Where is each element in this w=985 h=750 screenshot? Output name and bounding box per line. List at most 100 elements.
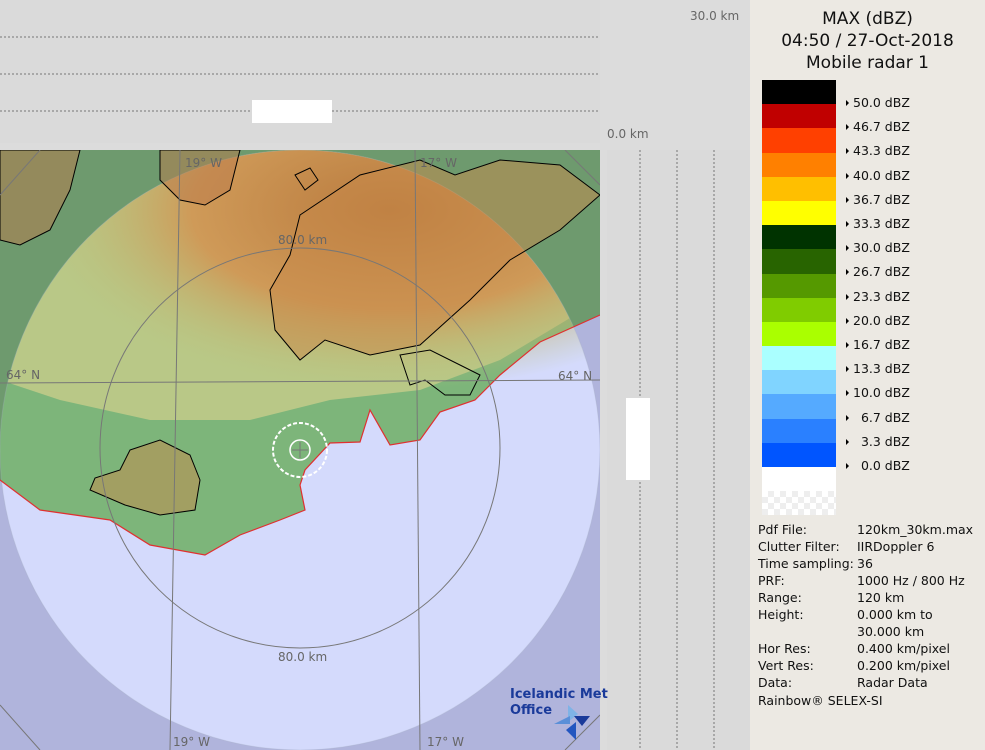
logo: Icelandic Met Office bbox=[510, 687, 608, 719]
product-info: Pdf File: 120km_30km.max Clutter Filter: II… bbox=[758, 521, 973, 709]
info-value: IIRDoppler 6 bbox=[857, 539, 935, 554]
info-key: Vert Res: bbox=[758, 658, 814, 673]
info-key: Pdf File: bbox=[758, 522, 807, 537]
echo-profile bbox=[252, 100, 332, 123]
info-row: Data: Radar Data bbox=[758, 674, 973, 691]
legend-swatch bbox=[762, 297, 836, 322]
legend-label: 30.0 dBZ bbox=[846, 240, 910, 255]
lat-label-right: 64° N bbox=[558, 369, 593, 383]
legend-label: 16.7 dBZ bbox=[846, 337, 910, 352]
meridian-17w bbox=[414, 150, 421, 750]
info-row: Range: 120 km bbox=[758, 589, 973, 606]
color-legend: 50.0 dBZ 46.7 dBZ 43.3 dBZ 40.0 dBZ 36.7 dBZ… bbox=[762, 80, 910, 515]
legend-swatch bbox=[762, 442, 836, 467]
legend-swatch bbox=[762, 370, 836, 395]
radar-site-icon bbox=[289, 439, 311, 461]
footer-credit: Rainbow® SELEX-SI bbox=[758, 693, 883, 708]
legend-swatch bbox=[762, 346, 836, 371]
info-key bbox=[758, 623, 857, 640]
glacier-outline bbox=[269, 159, 600, 361]
info-value: Radar Data bbox=[857, 675, 928, 690]
radar-view[interactable]: 30.0 km 0.0 km 80.0 km 80.0 km 64° N 64°… bbox=[0, 0, 750, 750]
info-key: Time sampling: bbox=[758, 556, 854, 571]
lon-label-17w-bottom: 17° W bbox=[427, 735, 464, 749]
legend-swatch bbox=[762, 128, 836, 153]
legend-label: 10.0 dBZ bbox=[846, 385, 910, 400]
radar-map bbox=[0, 36, 715, 750]
info-row: PRF: 1000 Hz / 800 Hz bbox=[758, 572, 973, 589]
meridian-19w bbox=[169, 150, 181, 750]
legend-swatch bbox=[762, 249, 836, 274]
legend-label: 23.3 dBZ bbox=[846, 289, 910, 304]
info-row: Height: 0.000 km to bbox=[758, 606, 973, 623]
legend-swatch bbox=[762, 80, 836, 105]
legend-label: 36.7 dBZ bbox=[846, 192, 910, 207]
legend-label: 43.3 dBZ bbox=[846, 143, 910, 158]
info-row: Time sampling: 36 bbox=[758, 555, 973, 572]
azimuth-line bbox=[0, 150, 41, 196]
ring-label-top: 80.0 km bbox=[278, 233, 328, 247]
info-value: 0.000 km to bbox=[857, 607, 933, 622]
clutter-ring bbox=[272, 422, 328, 478]
info-row: Hor Res: 0.400 km/pixel bbox=[758, 640, 973, 657]
legend-swatch bbox=[762, 225, 836, 250]
glacier-outline bbox=[399, 349, 481, 396]
legend-label: 50.0 dBZ bbox=[846, 95, 910, 110]
radar-name: Mobile radar 1 bbox=[806, 53, 929, 73]
info-key: PRF: bbox=[758, 573, 785, 588]
product-name: MAX (dBZ) bbox=[822, 9, 913, 29]
parallel-64n bbox=[0, 379, 600, 384]
timestamp: 04:50 / 27-Oct-2018 bbox=[781, 31, 954, 51]
info-value: 120km_30km.max bbox=[857, 522, 974, 537]
azimuth-line bbox=[564, 714, 600, 750]
legend-label: 46.7 dBZ bbox=[846, 119, 910, 134]
xsec-bottom-label: 0.0 km bbox=[607, 127, 649, 141]
legend-swatch bbox=[762, 394, 836, 419]
legend-label: 33.3 dBZ bbox=[846, 216, 910, 231]
coastline bbox=[0, 314, 600, 556]
radar-center-cross-icon bbox=[292, 442, 308, 458]
info-panel: MAX (dBZ) 04:50 / 27-Oct-2018 Mobile rad… bbox=[750, 0, 985, 750]
legend-swatch bbox=[762, 321, 836, 347]
info-value: 30.000 km bbox=[857, 624, 925, 639]
legend-swatch bbox=[762, 104, 836, 129]
glacier-outline bbox=[0, 150, 81, 246]
ring-label-bottom: 80.0 km bbox=[278, 650, 328, 664]
info-row: Clutter Filter: IIRDoppler 6 bbox=[758, 538, 973, 555]
legend-label: 3.3 dBZ bbox=[846, 434, 910, 449]
glacier-outline bbox=[294, 167, 319, 191]
logo-text: Icelandic Met bbox=[510, 687, 608, 702]
azimuth-line bbox=[564, 150, 600, 186]
glacier-outline bbox=[89, 439, 201, 516]
range-ring-80km bbox=[99, 247, 501, 649]
legend-label: 20.0 dBZ bbox=[846, 313, 910, 328]
info-value: 0.400 km/pixel bbox=[857, 641, 950, 656]
info-row: 30.000 km bbox=[758, 623, 973, 640]
info-key: Height: bbox=[758, 607, 804, 622]
info-key: Hor Res: bbox=[758, 641, 811, 656]
logo-text: Office bbox=[510, 703, 553, 718]
logo-icon bbox=[554, 705, 590, 740]
lon-label-19w-top: 19° W bbox=[185, 156, 222, 170]
info-value: 36 bbox=[857, 556, 873, 571]
info-key: Data: bbox=[758, 675, 793, 690]
legend-swatch bbox=[762, 200, 836, 226]
info-value: 120 km bbox=[857, 590, 905, 605]
info-value: 1000 Hz / 800 Hz bbox=[857, 573, 965, 588]
legend-label: 26.7 dBZ bbox=[846, 264, 910, 279]
panel-title: MAX (dBZ) 04:50 / 27-Oct-2018 Mobile rad… bbox=[750, 8, 985, 74]
xsec-top-label: 30.0 km bbox=[690, 9, 740, 23]
lon-label-17w-top: 17° W bbox=[420, 156, 457, 170]
info-value: 0.200 km/pixel bbox=[857, 658, 950, 673]
legend-swatch bbox=[762, 467, 836, 515]
legend-swatch bbox=[762, 273, 836, 298]
info-key: Clutter Filter: bbox=[758, 539, 840, 554]
legend-label: 40.0 dBZ bbox=[846, 168, 910, 183]
info-key: Range: bbox=[758, 590, 802, 605]
legend-swatch bbox=[762, 152, 836, 177]
legend-swatch bbox=[762, 176, 836, 201]
azimuth-line bbox=[0, 704, 41, 750]
info-row: Pdf File: 120km_30km.max bbox=[758, 521, 973, 538]
lat-label-left: 64° N bbox=[6, 368, 41, 382]
lon-label-19w-bottom: 19° W bbox=[173, 735, 210, 749]
